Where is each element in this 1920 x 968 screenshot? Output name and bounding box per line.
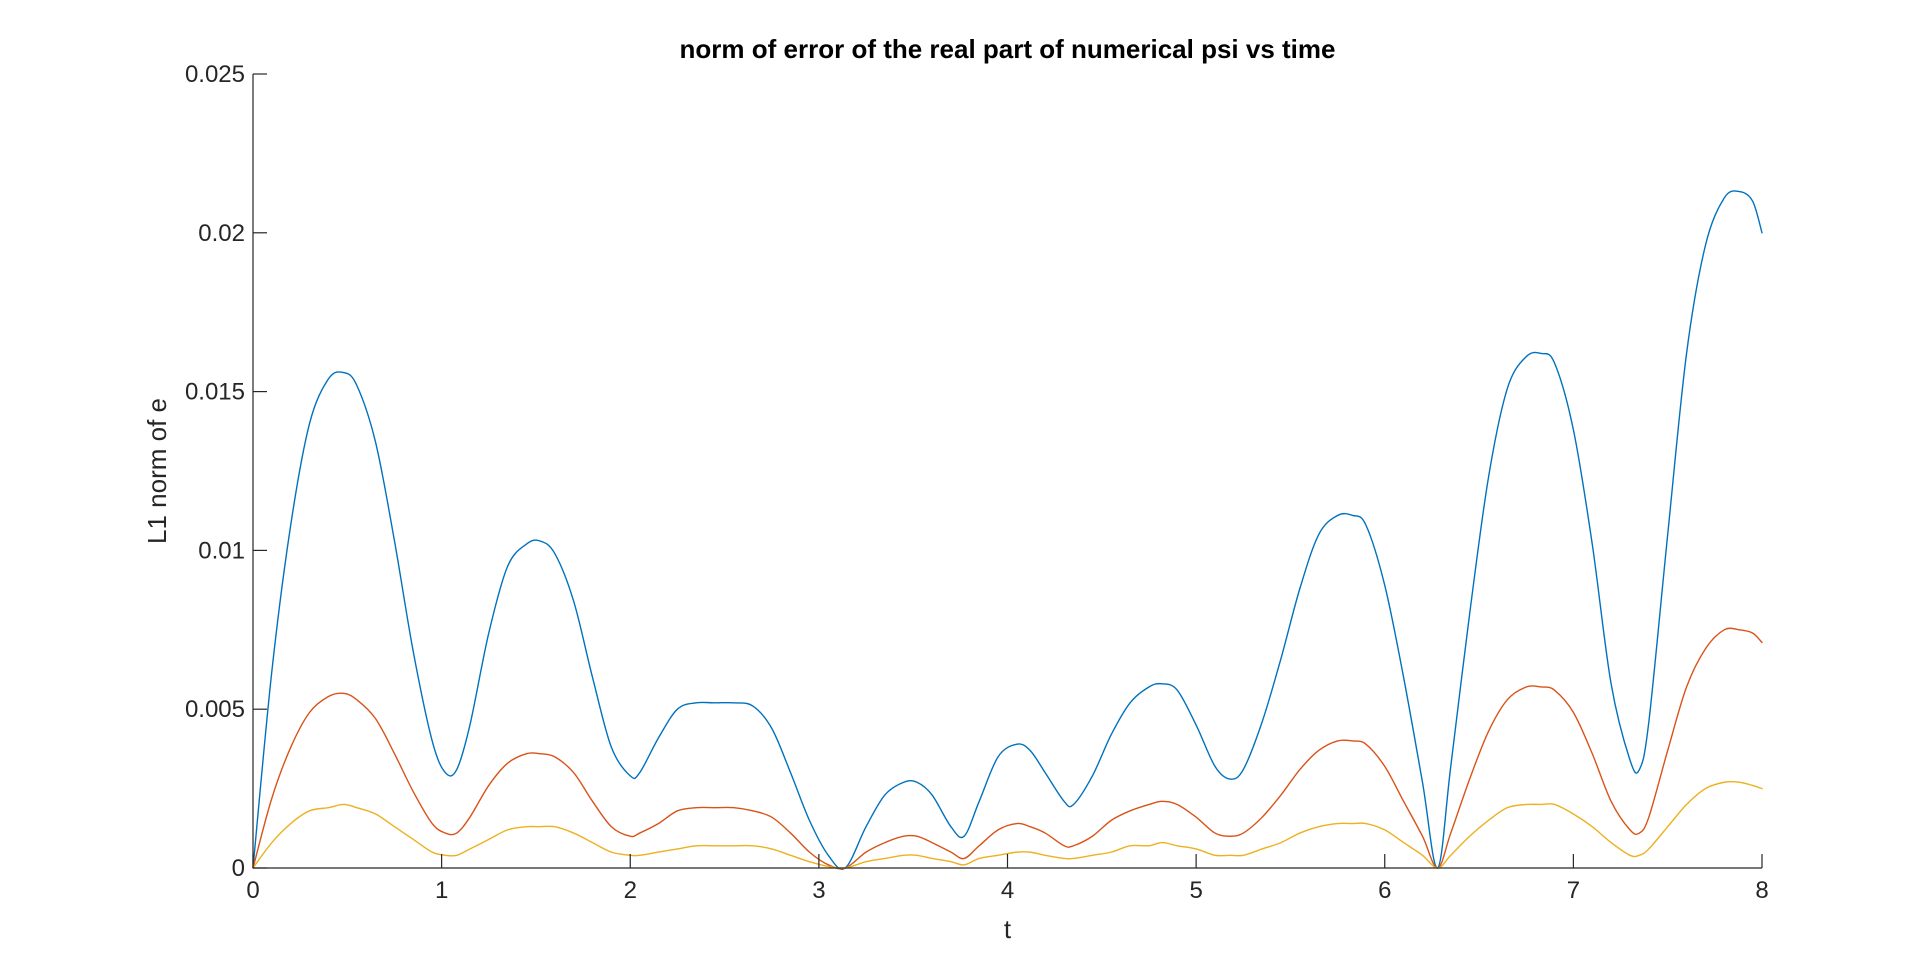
x-tick-label: 0 bbox=[246, 877, 259, 904]
axes-layer bbox=[252, 74, 1762, 869]
series-line-1 bbox=[252, 190, 1763, 870]
y-tick-label: 0.025 bbox=[185, 61, 245, 88]
y-tick-label: 0.01 bbox=[198, 537, 245, 564]
x-tick-label: 2 bbox=[624, 877, 637, 904]
y-axis-label: L1 norm of e bbox=[142, 398, 172, 544]
x-ticks: 0 1 2 3 4 5 6 7 8 bbox=[246, 854, 1769, 904]
x-tick-label: 7 bbox=[1567, 877, 1580, 904]
y-tick-label: 0.005 bbox=[185, 696, 245, 723]
series-layer bbox=[252, 190, 1763, 870]
x-tick-label: 4 bbox=[1001, 877, 1014, 904]
x-axis-label: t bbox=[1004, 914, 1012, 944]
x-tick-label: 8 bbox=[1755, 877, 1768, 904]
x-tick-label: 6 bbox=[1378, 877, 1391, 904]
x-tick-label: 1 bbox=[435, 877, 448, 904]
x-tick-label: 5 bbox=[1189, 877, 1202, 904]
series-line-3 bbox=[252, 780, 1763, 869]
y-tick-label: 0.02 bbox=[198, 220, 245, 247]
x-tick-label: 3 bbox=[812, 877, 825, 904]
chart-title: norm of error of the real part of numeri… bbox=[680, 34, 1336, 64]
y-ticks: 0 0.005 0.01 0.015 0.02 0.025 bbox=[185, 61, 267, 882]
y-tick-label: 0 bbox=[232, 855, 245, 882]
y-tick-label: 0.015 bbox=[185, 379, 245, 406]
series-line-2 bbox=[252, 627, 1763, 870]
